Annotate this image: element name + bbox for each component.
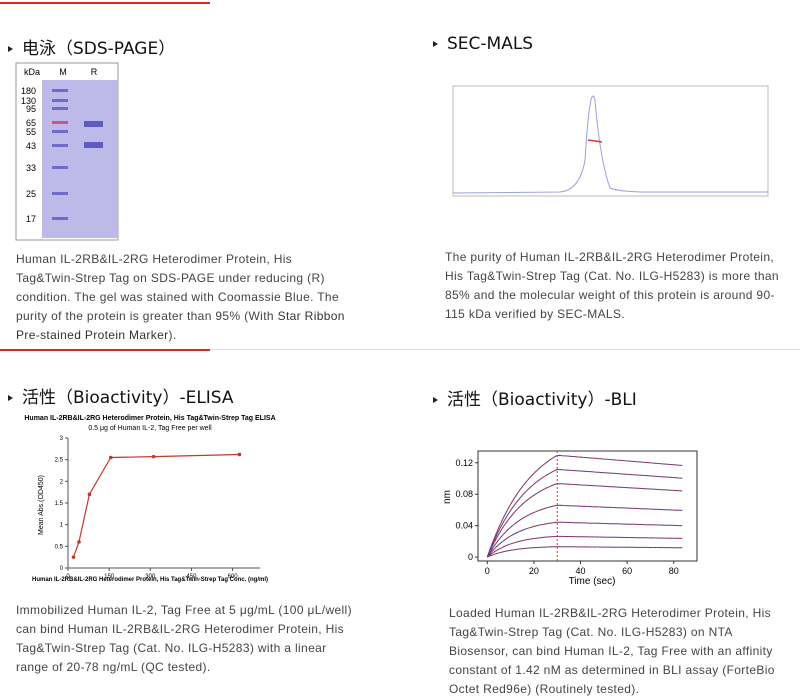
marker-label: 180 bbox=[21, 86, 36, 96]
trace bbox=[452, 95, 768, 194]
marker-label: 55 bbox=[26, 127, 36, 137]
heading: SEC-MALS bbox=[433, 34, 533, 54]
fit-trace bbox=[487, 521, 683, 558]
heading: 电泳（SDS-PAGE） bbox=[8, 34, 175, 59]
x-tick-label: 150 bbox=[104, 574, 115, 580]
caption-text: ). bbox=[168, 328, 177, 342]
marker-label: 33 bbox=[26, 163, 36, 173]
point bbox=[151, 454, 156, 459]
marker-label: 95 bbox=[26, 104, 36, 114]
point bbox=[108, 455, 113, 460]
caption: The purity of Human IL-2RB&IL-2RG Hetero… bbox=[445, 250, 779, 321]
marker-label: 17 bbox=[26, 214, 36, 224]
marker-label: 25 bbox=[26, 189, 36, 199]
gel bbox=[42, 80, 118, 238]
y-tick-label: 0.5 bbox=[55, 544, 64, 550]
y-axis-label: Mean Abs.(OD450) bbox=[38, 475, 45, 535]
trace bbox=[486, 521, 683, 558]
x-tick-label: 0 bbox=[485, 566, 490, 576]
chart-subtitle: 0.5 μg of Human IL-2, Tag Free per well bbox=[88, 425, 212, 432]
y-tick-label: 2.5 bbox=[55, 458, 64, 464]
y-tick-label: 0.12 bbox=[455, 458, 473, 468]
point bbox=[77, 540, 81, 544]
accent-line bbox=[0, 2, 210, 4]
x-tick-label: 60 bbox=[622, 566, 632, 576]
caption: Loaded Human IL-2RB&IL-2RG Heterodimer P… bbox=[449, 606, 775, 696]
x-tick-label: 600 bbox=[228, 574, 239, 580]
y-tick-label: 1 bbox=[60, 523, 64, 529]
marker-label: 130 bbox=[21, 96, 36, 106]
fit-trace bbox=[487, 546, 683, 558]
y-tick-label: 0.08 bbox=[455, 489, 473, 499]
point bbox=[71, 555, 76, 559]
unit-label: kDa bbox=[24, 67, 40, 77]
lane-label: R bbox=[91, 67, 98, 77]
x-tick-label: 450 bbox=[186, 574, 197, 580]
y-tick-label: 0 bbox=[468, 552, 473, 562]
trace bbox=[486, 454, 683, 558]
heading: 活性（Bioactivity）-BLI bbox=[433, 385, 637, 410]
x-tick-label: 20 bbox=[529, 566, 539, 576]
bands bbox=[52, 89, 103, 220]
y-tick-label: 0.04 bbox=[455, 521, 473, 531]
x-axis-label: Human IL-2RB&IL-2RG Heterodimer Protein,… bbox=[32, 577, 268, 583]
lane-label: M bbox=[59, 67, 67, 77]
fit-trace bbox=[487, 536, 683, 558]
link[interactable]: Star Ribbon Pre-stained Protein Marker bbox=[16, 309, 345, 342]
sec-mals-image bbox=[452, 85, 769, 197]
x-tick-label: 300 bbox=[145, 574, 156, 580]
point bbox=[237, 452, 242, 457]
fit-trace bbox=[486, 469, 683, 558]
chart-title: Human IL-2RB&IL-2RG Heterodimer Protein,… bbox=[24, 415, 275, 422]
elisa-chart: Human IL-2RB&IL-2RG Heterodimer Protein,… bbox=[24, 415, 275, 583]
fit-trace bbox=[486, 504, 683, 558]
y-tick-label: 0 bbox=[60, 566, 64, 572]
y-tick-label: 1.5 bbox=[55, 501, 64, 507]
accent-line bbox=[0, 349, 210, 351]
caption: Immobilized Human IL-2, Tag Free at 5 μg… bbox=[16, 603, 352, 674]
x-tick-label: 0 bbox=[66, 574, 70, 580]
trace bbox=[587, 139, 603, 143]
heading: 活性（Bioactivity）-ELISA bbox=[8, 383, 234, 408]
point bbox=[87, 492, 92, 497]
x-tick-label: 40 bbox=[576, 566, 586, 576]
marker-label: 65 bbox=[26, 118, 36, 128]
trace bbox=[486, 468, 683, 558]
fit-trace bbox=[486, 483, 683, 558]
x-tick-label: 80 bbox=[669, 566, 679, 576]
bli-chart: nm Time (sec) 0 0.04 0.08 0.12 0 20 40 60 80 bbox=[442, 450, 698, 587]
x-axis-label: Time (sec) bbox=[569, 576, 616, 587]
caption-text: Human IL-2RB&IL-2RG Heterodimer Protein,… bbox=[16, 252, 339, 323]
plot-frame bbox=[477, 450, 698, 562]
divider bbox=[0, 349, 800, 350]
fit-line bbox=[72, 453, 240, 558]
y-tick-label: 3 bbox=[60, 436, 64, 442]
trace bbox=[487, 546, 683, 558]
caption: Human IL-2RB&IL-2RG Heterodimer Protein,… bbox=[16, 250, 351, 345]
marker-label: 43 bbox=[26, 141, 36, 151]
plot-frame bbox=[452, 85, 769, 197]
y-tick-label: 2 bbox=[60, 479, 64, 485]
y-axis-label: nm bbox=[442, 490, 453, 504]
